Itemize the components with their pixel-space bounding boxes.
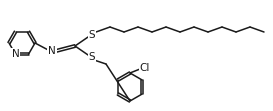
Text: Cl: Cl bbox=[140, 63, 150, 73]
Text: N: N bbox=[12, 49, 19, 59]
Text: S: S bbox=[89, 53, 95, 62]
Text: S: S bbox=[89, 30, 95, 40]
Text: N: N bbox=[48, 47, 56, 56]
